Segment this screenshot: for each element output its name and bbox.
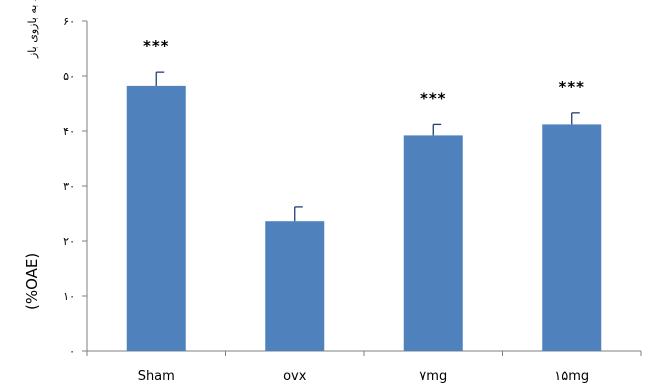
- bar: [265, 221, 325, 351]
- significance-marker: ***: [558, 78, 585, 96]
- y-tick-label: ۱۰: [63, 290, 75, 303]
- y-axis-label: (%OAE) درصد دفعات ورود به بازوی باز: [23, 0, 41, 310]
- bar: [126, 85, 186, 352]
- bar: [403, 135, 463, 351]
- significance-marker: ***: [143, 37, 170, 55]
- y-tick-label: ۰: [69, 345, 75, 358]
- significance-marker: ***: [420, 89, 447, 107]
- y-tick-label: ۲۰: [63, 235, 75, 248]
- bar: [542, 124, 602, 352]
- category-label: ۱۵mg: [554, 369, 589, 383]
- category-label: ovx: [283, 369, 307, 383]
- y-axis-label-text: درصد دفعات ورود به بازوی باز: [26, 0, 39, 59]
- y-tick-label: ۶۰: [63, 15, 75, 28]
- y-axis-label-suffix: (%OAE): [23, 253, 41, 310]
- y-tick-label: ۴۰: [63, 125, 75, 138]
- y-tick-label: ۵۰: [63, 70, 75, 83]
- category-label: Sham: [138, 369, 175, 383]
- y-tick-label: ۳۰: [63, 180, 75, 193]
- category-label: ۷mg: [419, 369, 447, 383]
